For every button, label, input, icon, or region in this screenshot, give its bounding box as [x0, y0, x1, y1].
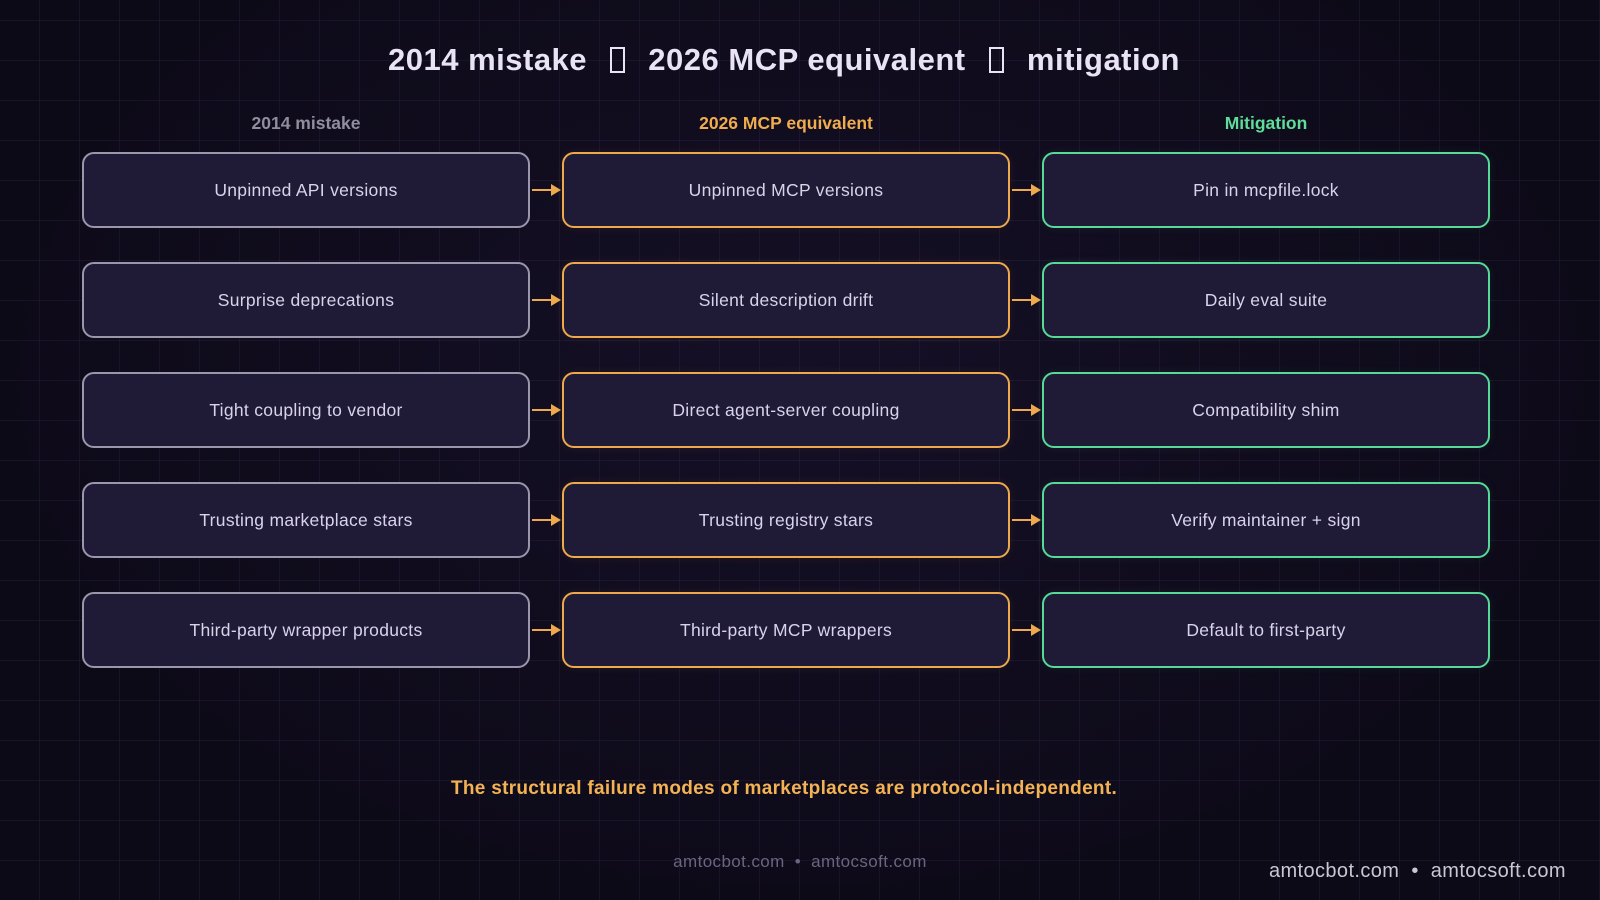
- arrow-right-icon: [530, 262, 562, 338]
- mistake-box: Unpinned API versions: [82, 152, 530, 228]
- mistake-label: Third-party wrapper products: [189, 619, 423, 640]
- arrow-right-icon: [530, 482, 562, 558]
- mapping-row: Tight coupling to vendor Direct agent-se…: [82, 372, 1490, 448]
- mitigation-label: Default to first-party: [1186, 619, 1346, 640]
- equivalent-box: Unpinned MCP versions: [562, 152, 1010, 228]
- arrow-right-icon: [530, 592, 562, 668]
- mistake-label: Surprise deprecations: [217, 289, 395, 310]
- footer-right-site-2: amtocsoft.com: [1430, 860, 1566, 882]
- equivalent-label: Trusting registry stars: [698, 509, 874, 530]
- mapping-row: Surprise deprecations Silent description…: [82, 262, 1490, 338]
- column-header-mistake: 2014 mistake: [251, 113, 361, 133]
- arrow-right-icon: [1010, 482, 1042, 558]
- mitigation-label: Pin in mcpfile.lock: [1193, 179, 1339, 200]
- title-part-equivalent: 2026 MCP equivalent: [648, 42, 966, 77]
- equivalent-label: Silent description drift: [698, 289, 874, 310]
- arrow-right-icon: [530, 372, 562, 448]
- mapping-row: Trusting marketplace stars Trusting regi…: [82, 482, 1490, 558]
- mistake-box: Tight coupling to vendor: [82, 372, 530, 448]
- arrow-right-icon: [1010, 262, 1042, 338]
- mistake-label: Unpinned API versions: [214, 179, 398, 200]
- equivalent-label: Third-party MCP wrappers: [679, 619, 893, 640]
- column-header-mitigation: Mitigation: [1224, 113, 1308, 133]
- footer-center-site-1: amtocbot.com: [673, 852, 785, 871]
- missing-glyph-icon: [988, 47, 1004, 73]
- page-title: 2014 mistake 2026 MCP equivalent mitigat…: [388, 42, 1180, 78]
- arrow-right-icon: [1010, 152, 1042, 228]
- mistake-label: Tight coupling to vendor: [209, 399, 403, 420]
- mitigation-label: Daily eval suite: [1204, 289, 1328, 310]
- title-part-mistake: 2014 mistake: [388, 42, 588, 77]
- title-part-mitigation: mitigation: [1026, 42, 1180, 77]
- footer-watermark-right: amtocbot.com • amtocsoft.com: [1269, 860, 1566, 883]
- tagline: The structural failure modes of marketpl…: [450, 778, 1118, 799]
- bullet-separator: •: [794, 852, 802, 871]
- footer-center-site-2: amtocsoft.com: [811, 852, 927, 871]
- equivalent-box: Direct agent-server coupling: [562, 372, 1010, 448]
- mapping-row: Unpinned API versions Unpinned MCP versi…: [82, 152, 1490, 228]
- mitigation-label: Verify maintainer + sign: [1171, 509, 1361, 530]
- mitigation-label: Compatibility shim: [1192, 399, 1340, 420]
- mitigation-box: Default to first-party: [1042, 592, 1490, 668]
- equivalent-box: Silent description drift: [562, 262, 1010, 338]
- mitigation-box: Verify maintainer + sign: [1042, 482, 1490, 558]
- mitigation-box: Daily eval suite: [1042, 262, 1490, 338]
- column-header-equivalent: 2026 MCP equivalent: [699, 113, 873, 133]
- equivalent-label: Unpinned MCP versions: [688, 179, 884, 200]
- arrow-right-icon: [1010, 372, 1042, 448]
- mapping-row: Third-party wrapper products Third-party…: [82, 592, 1490, 668]
- equivalent-box: Trusting registry stars: [562, 482, 1010, 558]
- mistake-label: Trusting marketplace stars: [199, 509, 413, 530]
- mistake-box: Surprise deprecations: [82, 262, 530, 338]
- mitigation-box: Pin in mcpfile.lock: [1042, 152, 1490, 228]
- footer-watermark-center: amtocbot.com • amtocsoft.com: [0, 852, 1600, 872]
- arrow-right-icon: [1010, 592, 1042, 668]
- mitigation-box: Compatibility shim: [1042, 372, 1490, 448]
- mistake-box: Trusting marketplace stars: [82, 482, 530, 558]
- bullet-separator: •: [1411, 860, 1419, 882]
- equivalent-box: Third-party MCP wrappers: [562, 592, 1010, 668]
- footer-right-site-1: amtocbot.com: [1268, 860, 1400, 882]
- missing-glyph-icon: [610, 47, 626, 73]
- arrow-right-icon: [530, 152, 562, 228]
- equivalent-label: Direct agent-server coupling: [672, 399, 900, 420]
- mistake-box: Third-party wrapper products: [82, 592, 530, 668]
